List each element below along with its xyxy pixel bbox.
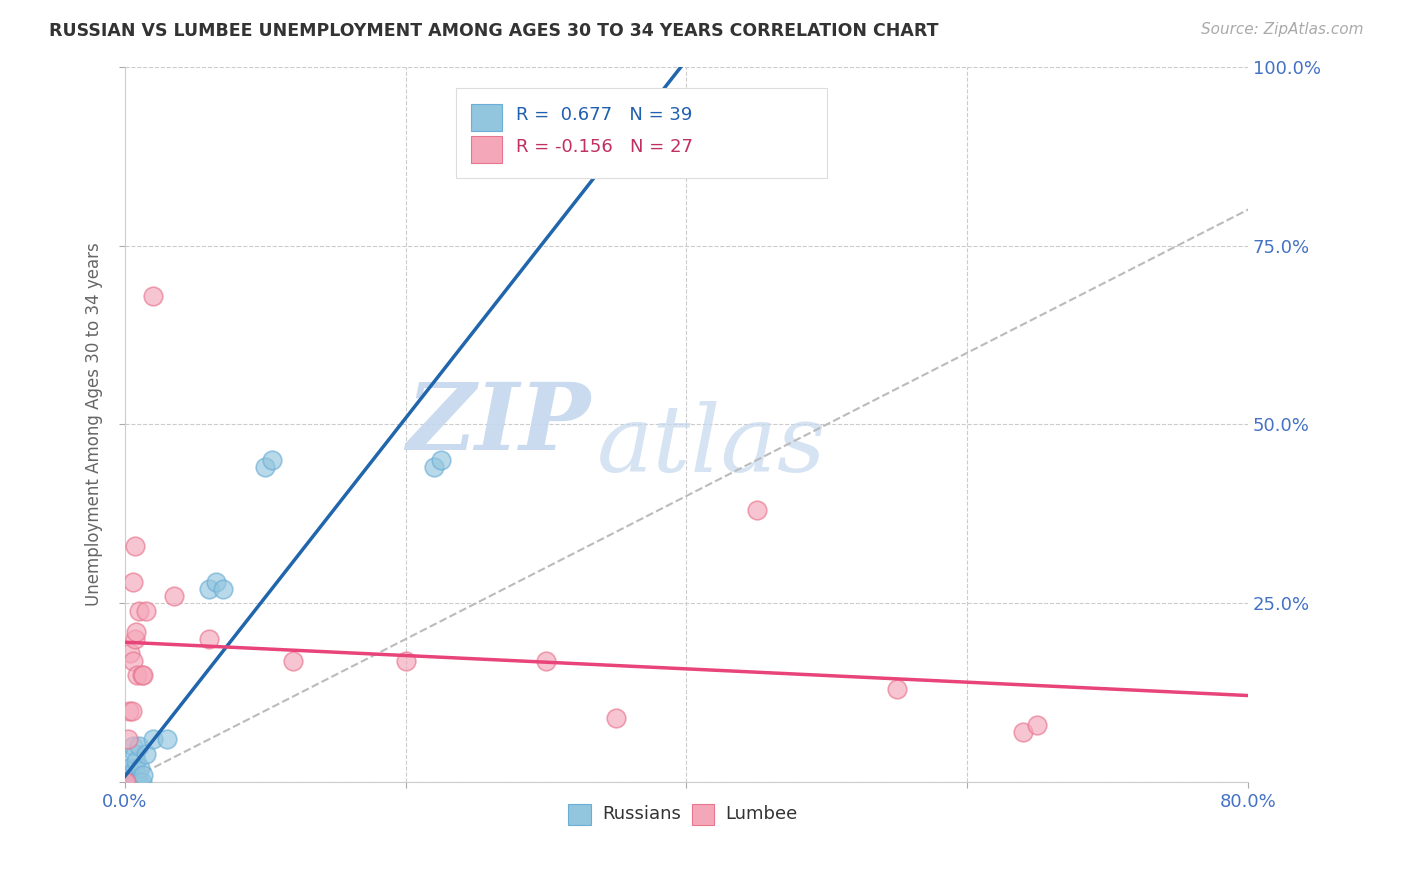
Point <box>125 775 148 789</box>
Point <box>118 775 141 789</box>
Point <box>131 775 153 789</box>
Point <box>212 582 235 596</box>
Bar <box>471 136 502 163</box>
Point <box>124 775 146 789</box>
Point <box>128 775 150 789</box>
Point <box>122 574 145 589</box>
Text: Lumbee: Lumbee <box>725 805 797 823</box>
Point <box>283 654 305 668</box>
Point <box>118 704 141 718</box>
Point <box>254 460 277 475</box>
Point <box>129 761 152 775</box>
Point <box>1012 725 1035 739</box>
Y-axis label: Unemployment Among Ages 30 to 34 years: Unemployment Among Ages 30 to 34 years <box>86 243 103 607</box>
Point <box>142 288 165 302</box>
Point <box>205 574 228 589</box>
Point <box>394 654 416 668</box>
Text: Russians: Russians <box>602 805 681 823</box>
Point <box>120 647 142 661</box>
Point <box>128 603 150 617</box>
Point <box>605 711 627 725</box>
FancyBboxPatch shape <box>456 88 827 178</box>
Point <box>429 453 451 467</box>
Point <box>118 761 141 775</box>
Point <box>117 775 139 789</box>
Point <box>117 732 139 747</box>
Point <box>198 582 221 596</box>
Point <box>1026 718 1049 732</box>
Point <box>124 539 146 553</box>
Point <box>124 761 146 775</box>
Point <box>124 775 146 789</box>
Point <box>125 754 148 768</box>
Point <box>886 682 908 697</box>
Point <box>121 704 143 718</box>
Point <box>132 768 155 782</box>
Text: RUSSIAN VS LUMBEE UNEMPLOYMENT AMONG AGES 30 TO 34 YEARS CORRELATION CHART: RUSSIAN VS LUMBEE UNEMPLOYMENT AMONG AGE… <box>49 22 939 40</box>
Point <box>121 775 143 789</box>
Point <box>127 775 149 789</box>
Point <box>121 775 143 789</box>
Point <box>122 775 145 789</box>
Text: R = -0.156   N = 27: R = -0.156 N = 27 <box>516 138 693 156</box>
Point <box>135 747 157 761</box>
Point <box>745 503 768 517</box>
Point <box>142 732 165 747</box>
Point <box>131 668 153 682</box>
Point <box>120 775 142 789</box>
Point <box>128 739 150 754</box>
Point <box>115 775 138 789</box>
Point <box>118 775 141 789</box>
Point <box>422 460 444 475</box>
Point <box>120 775 142 789</box>
Bar <box>568 804 591 825</box>
Point <box>114 775 136 789</box>
Point <box>117 768 139 782</box>
Point <box>127 668 149 682</box>
Point <box>163 589 186 603</box>
Point <box>135 603 157 617</box>
Text: Source: ZipAtlas.com: Source: ZipAtlas.com <box>1201 22 1364 37</box>
Point <box>156 732 179 747</box>
Text: atlas: atlas <box>596 401 825 491</box>
Point <box>114 775 136 789</box>
Point <box>121 775 143 789</box>
Point <box>262 453 284 467</box>
Point <box>534 654 557 668</box>
Text: R =  0.677   N = 39: R = 0.677 N = 39 <box>516 105 692 124</box>
Point <box>117 775 139 789</box>
Point <box>125 624 148 639</box>
Bar <box>471 103 502 131</box>
Point <box>122 654 145 668</box>
Point <box>132 668 155 682</box>
Point <box>115 775 138 789</box>
Point <box>122 739 145 754</box>
Point <box>120 775 142 789</box>
Text: ZIP: ZIP <box>406 379 591 469</box>
Point <box>115 775 138 789</box>
Point <box>124 747 146 761</box>
Point <box>198 632 221 647</box>
Bar <box>692 804 714 825</box>
Point <box>124 632 146 647</box>
